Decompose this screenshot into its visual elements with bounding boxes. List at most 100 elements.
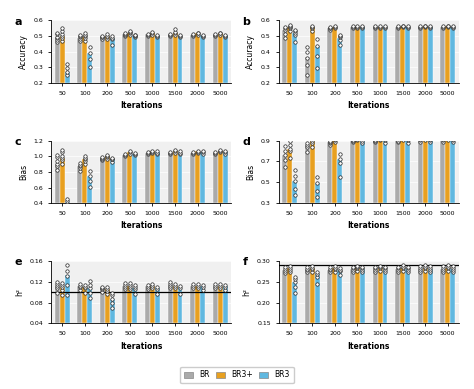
Point — [194, 149, 201, 155]
Point — [126, 282, 134, 288]
Point — [171, 28, 179, 35]
Point — [211, 151, 219, 158]
Point — [64, 65, 71, 71]
Point — [281, 24, 289, 30]
Bar — [155, 35, 160, 83]
Point — [313, 280, 321, 287]
Point — [54, 167, 61, 173]
Point — [131, 32, 139, 38]
Point — [376, 24, 384, 30]
Point — [171, 32, 179, 38]
Point — [286, 266, 293, 273]
Point — [58, 146, 66, 152]
Point — [371, 268, 379, 275]
Point — [309, 140, 316, 146]
Point — [149, 147, 156, 154]
Point — [131, 282, 139, 288]
Bar — [128, 33, 132, 83]
Point — [309, 263, 316, 269]
Point — [404, 263, 411, 270]
Point — [81, 161, 89, 168]
Point — [286, 138, 293, 144]
Point — [211, 31, 219, 37]
Bar — [178, 287, 182, 324]
Point — [286, 146, 293, 152]
Point — [421, 268, 429, 274]
Point — [381, 137, 389, 144]
Bar — [55, 39, 60, 83]
Point — [154, 32, 161, 38]
Point — [286, 24, 293, 30]
Bar — [373, 269, 378, 324]
Point — [126, 30, 134, 36]
Point — [54, 283, 61, 289]
Point — [336, 37, 344, 43]
Point — [291, 28, 299, 34]
Point — [404, 137, 411, 144]
Point — [216, 281, 224, 287]
Point — [176, 33, 184, 40]
Point — [54, 31, 61, 37]
Point — [176, 149, 184, 156]
Bar — [223, 152, 228, 203]
Point — [326, 138, 334, 145]
Point — [144, 286, 151, 293]
Point — [331, 265, 339, 271]
Bar — [328, 28, 332, 83]
Bar — [100, 158, 105, 203]
Point — [58, 152, 66, 159]
Bar — [155, 288, 160, 324]
Point — [211, 283, 219, 289]
Bar — [200, 152, 205, 203]
Bar — [195, 33, 200, 83]
Bar — [122, 154, 128, 203]
Point — [281, 143, 289, 149]
Point — [336, 160, 344, 166]
Bar — [428, 140, 433, 203]
Point — [99, 286, 106, 293]
Point — [171, 26, 179, 33]
Text: d: d — [242, 137, 250, 147]
Point — [444, 23, 452, 29]
Bar — [287, 149, 292, 203]
Point — [313, 188, 321, 194]
Point — [189, 283, 196, 289]
Point — [336, 268, 344, 274]
Point — [99, 154, 106, 160]
Text: b: b — [242, 16, 250, 26]
Point — [449, 25, 456, 31]
Point — [291, 192, 299, 198]
Point — [131, 151, 139, 157]
Point — [399, 265, 406, 272]
Point — [221, 287, 229, 293]
Point — [109, 296, 116, 302]
Bar — [378, 26, 383, 83]
Point — [144, 33, 151, 39]
Point — [144, 151, 151, 158]
Point — [216, 148, 224, 154]
Point — [416, 266, 424, 273]
Point — [404, 266, 411, 273]
Bar — [87, 53, 92, 83]
Point — [336, 32, 344, 38]
Point — [166, 33, 174, 39]
Point — [426, 137, 434, 143]
Bar — [383, 269, 387, 324]
Point — [313, 43, 321, 49]
Point — [81, 30, 89, 36]
Point — [439, 265, 447, 271]
Point — [281, 264, 289, 270]
Point — [126, 28, 134, 34]
Point — [103, 286, 111, 292]
Point — [58, 157, 66, 163]
Point — [211, 281, 219, 287]
Point — [221, 284, 229, 290]
Point — [326, 138, 334, 144]
Point — [371, 138, 379, 144]
Point — [326, 24, 334, 30]
Bar — [445, 138, 450, 203]
Point — [326, 25, 334, 32]
Point — [81, 38, 89, 44]
Point — [394, 24, 401, 30]
Point — [149, 150, 156, 156]
